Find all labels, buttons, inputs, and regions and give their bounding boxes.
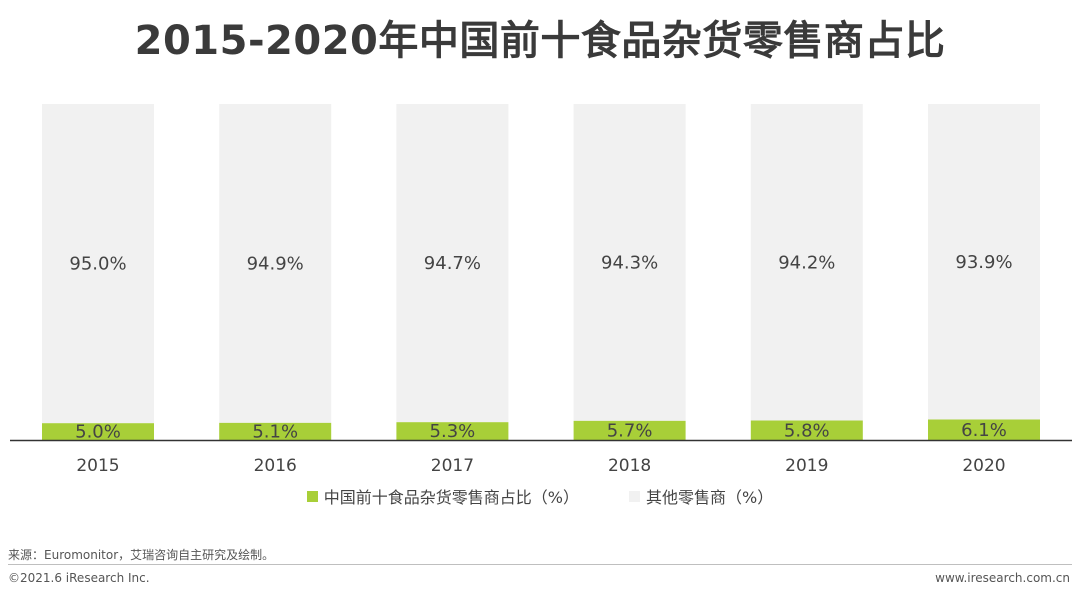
data-label-other-2017: 94.7% bbox=[424, 253, 481, 274]
legend-swatch-other bbox=[629, 490, 640, 502]
bar-segment-top10-2015 bbox=[42, 423, 154, 440]
source-note: 来源：Euromonitor，艾瑞咨询自主研究及绘制。 bbox=[8, 548, 275, 562]
stacked-bar-chart: 95.0% 5.0% 2015 94.9% 5.1% 2016 94.7% 5.3% 2017 9… bbox=[10, 104, 1072, 476]
legend-label-top10: 中国前十食品杂货零售商占比（%） bbox=[323, 488, 579, 507]
data-label-top10-2015: 5.0% bbox=[75, 422, 121, 443]
data-label-top10-2018: 5.7% bbox=[607, 420, 653, 441]
chart-title: 2015-2020年中国前十食品杂货零售商占比 bbox=[134, 18, 946, 64]
x-tick-label-2017: 2017 bbox=[431, 456, 474, 476]
legend-item-other: 其他零售商（%） bbox=[629, 484, 773, 508]
copyright: ©2021.6 iResearch Inc. bbox=[8, 571, 150, 585]
bar-segment-other-2020 bbox=[928, 104, 1040, 420]
legend-item-top10: 中国前十食品杂货零售商占比（%） bbox=[306, 484, 579, 508]
bar-segment-other-2019 bbox=[750, 104, 863, 421]
legend-label-other: 其他零售商（%） bbox=[646, 488, 774, 507]
bar-segment-top10-2016 bbox=[219, 422, 332, 440]
x-tick-label-2015: 2015 bbox=[76, 456, 119, 476]
bar-segment-top10-2017 bbox=[396, 422, 509, 440]
data-label-other-2020: 93.9% bbox=[955, 252, 1012, 273]
data-label-other-2016: 94.9% bbox=[247, 253, 304, 274]
data-label-top10-2019: 5.8% bbox=[784, 420, 830, 441]
data-label-top10-2016: 5.1% bbox=[252, 421, 298, 442]
data-label-other-2015: 95.0% bbox=[69, 254, 126, 275]
bar-segment-top10-2020 bbox=[928, 419, 1040, 440]
data-label-other-2018: 94.3% bbox=[601, 252, 658, 273]
x-tick-label-2016: 2016 bbox=[254, 456, 297, 476]
bar-segment-other-2015 bbox=[42, 104, 154, 424]
x-tick-label-2020: 2020 bbox=[962, 456, 1005, 476]
data-label-other-2019: 94.2% bbox=[778, 252, 835, 273]
bar-segment-top10-2018 bbox=[573, 420, 686, 440]
legend-swatch-top10 bbox=[306, 490, 318, 502]
x-tick-label-2019: 2019 bbox=[785, 456, 828, 476]
bar-segment-top10-2019 bbox=[750, 420, 863, 440]
bar-segment-other-2016 bbox=[219, 104, 332, 423]
x-tick-label-2018: 2018 bbox=[608, 456, 651, 476]
data-label-top10-2020: 6.1% bbox=[961, 420, 1007, 441]
data-label-top10-2017: 5.3% bbox=[430, 421, 476, 442]
bar-segment-other-2017 bbox=[396, 104, 509, 423]
website-link[interactable]: www.iresearch.com.cn bbox=[935, 571, 1070, 585]
bar-segment-other-2018 bbox=[573, 104, 686, 421]
footer-divider bbox=[8, 564, 1072, 565]
legend: 中国前十食品杂货零售商占比（%） 其他零售商（%） bbox=[0, 484, 1080, 508]
